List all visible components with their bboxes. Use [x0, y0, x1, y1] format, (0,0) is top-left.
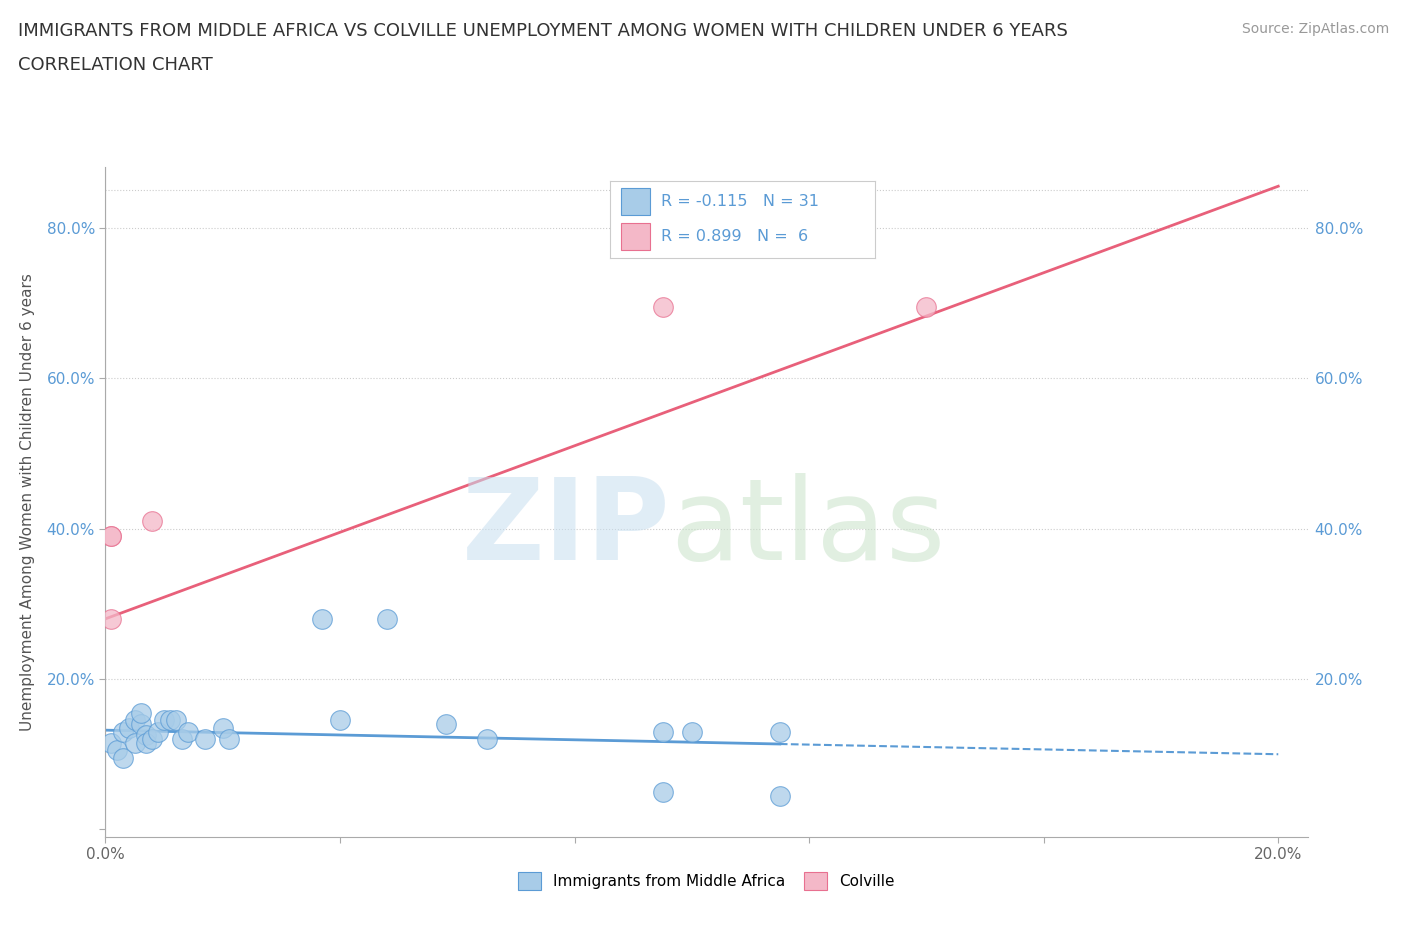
Y-axis label: Unemployment Among Women with Children Under 6 years: Unemployment Among Women with Children U… — [21, 273, 35, 731]
Point — [375, 611, 398, 626]
Point — [148, 724, 170, 739]
Point — [194, 732, 217, 747]
Point — [651, 724, 673, 739]
Legend: Immigrants from Middle Africa, Colville: Immigrants from Middle Africa, Colville — [512, 866, 901, 897]
Point — [124, 713, 146, 728]
Point — [129, 717, 152, 732]
Point — [153, 713, 176, 728]
Point — [112, 724, 135, 739]
Point — [769, 724, 792, 739]
Text: atlas: atlas — [671, 473, 946, 584]
Point — [434, 717, 457, 732]
Point — [141, 513, 163, 528]
Point — [100, 611, 122, 626]
Bar — [621, 188, 650, 215]
Text: ZIP: ZIP — [463, 473, 671, 584]
Text: R = 0.899   N =  6: R = 0.899 N = 6 — [661, 229, 807, 244]
Point — [100, 528, 122, 543]
Point — [651, 784, 673, 799]
Point — [100, 736, 122, 751]
Point — [218, 732, 240, 747]
Point — [475, 732, 498, 747]
Point — [176, 724, 198, 739]
Point — [311, 611, 333, 626]
Point — [100, 528, 122, 543]
Point — [211, 721, 233, 736]
Point — [124, 736, 146, 751]
Point — [170, 732, 193, 747]
Point — [769, 789, 792, 804]
Bar — [621, 223, 650, 250]
Point — [129, 706, 152, 721]
Text: CORRELATION CHART: CORRELATION CHART — [18, 56, 214, 73]
Point — [159, 713, 181, 728]
Point — [141, 732, 163, 747]
Point — [329, 713, 352, 728]
Point — [681, 724, 703, 739]
Point — [165, 713, 187, 728]
Point — [118, 721, 141, 736]
Point — [135, 736, 157, 751]
Point — [915, 299, 938, 314]
Text: IMMIGRANTS FROM MIDDLE AFRICA VS COLVILLE UNEMPLOYMENT AMONG WOMEN WITH CHILDREN: IMMIGRANTS FROM MIDDLE AFRICA VS COLVILL… — [18, 22, 1069, 40]
Text: R = -0.115   N = 31: R = -0.115 N = 31 — [661, 193, 818, 208]
Point — [105, 743, 128, 758]
Point — [135, 728, 157, 743]
Point — [651, 299, 673, 314]
Text: Source: ZipAtlas.com: Source: ZipAtlas.com — [1241, 22, 1389, 36]
Point — [112, 751, 135, 765]
